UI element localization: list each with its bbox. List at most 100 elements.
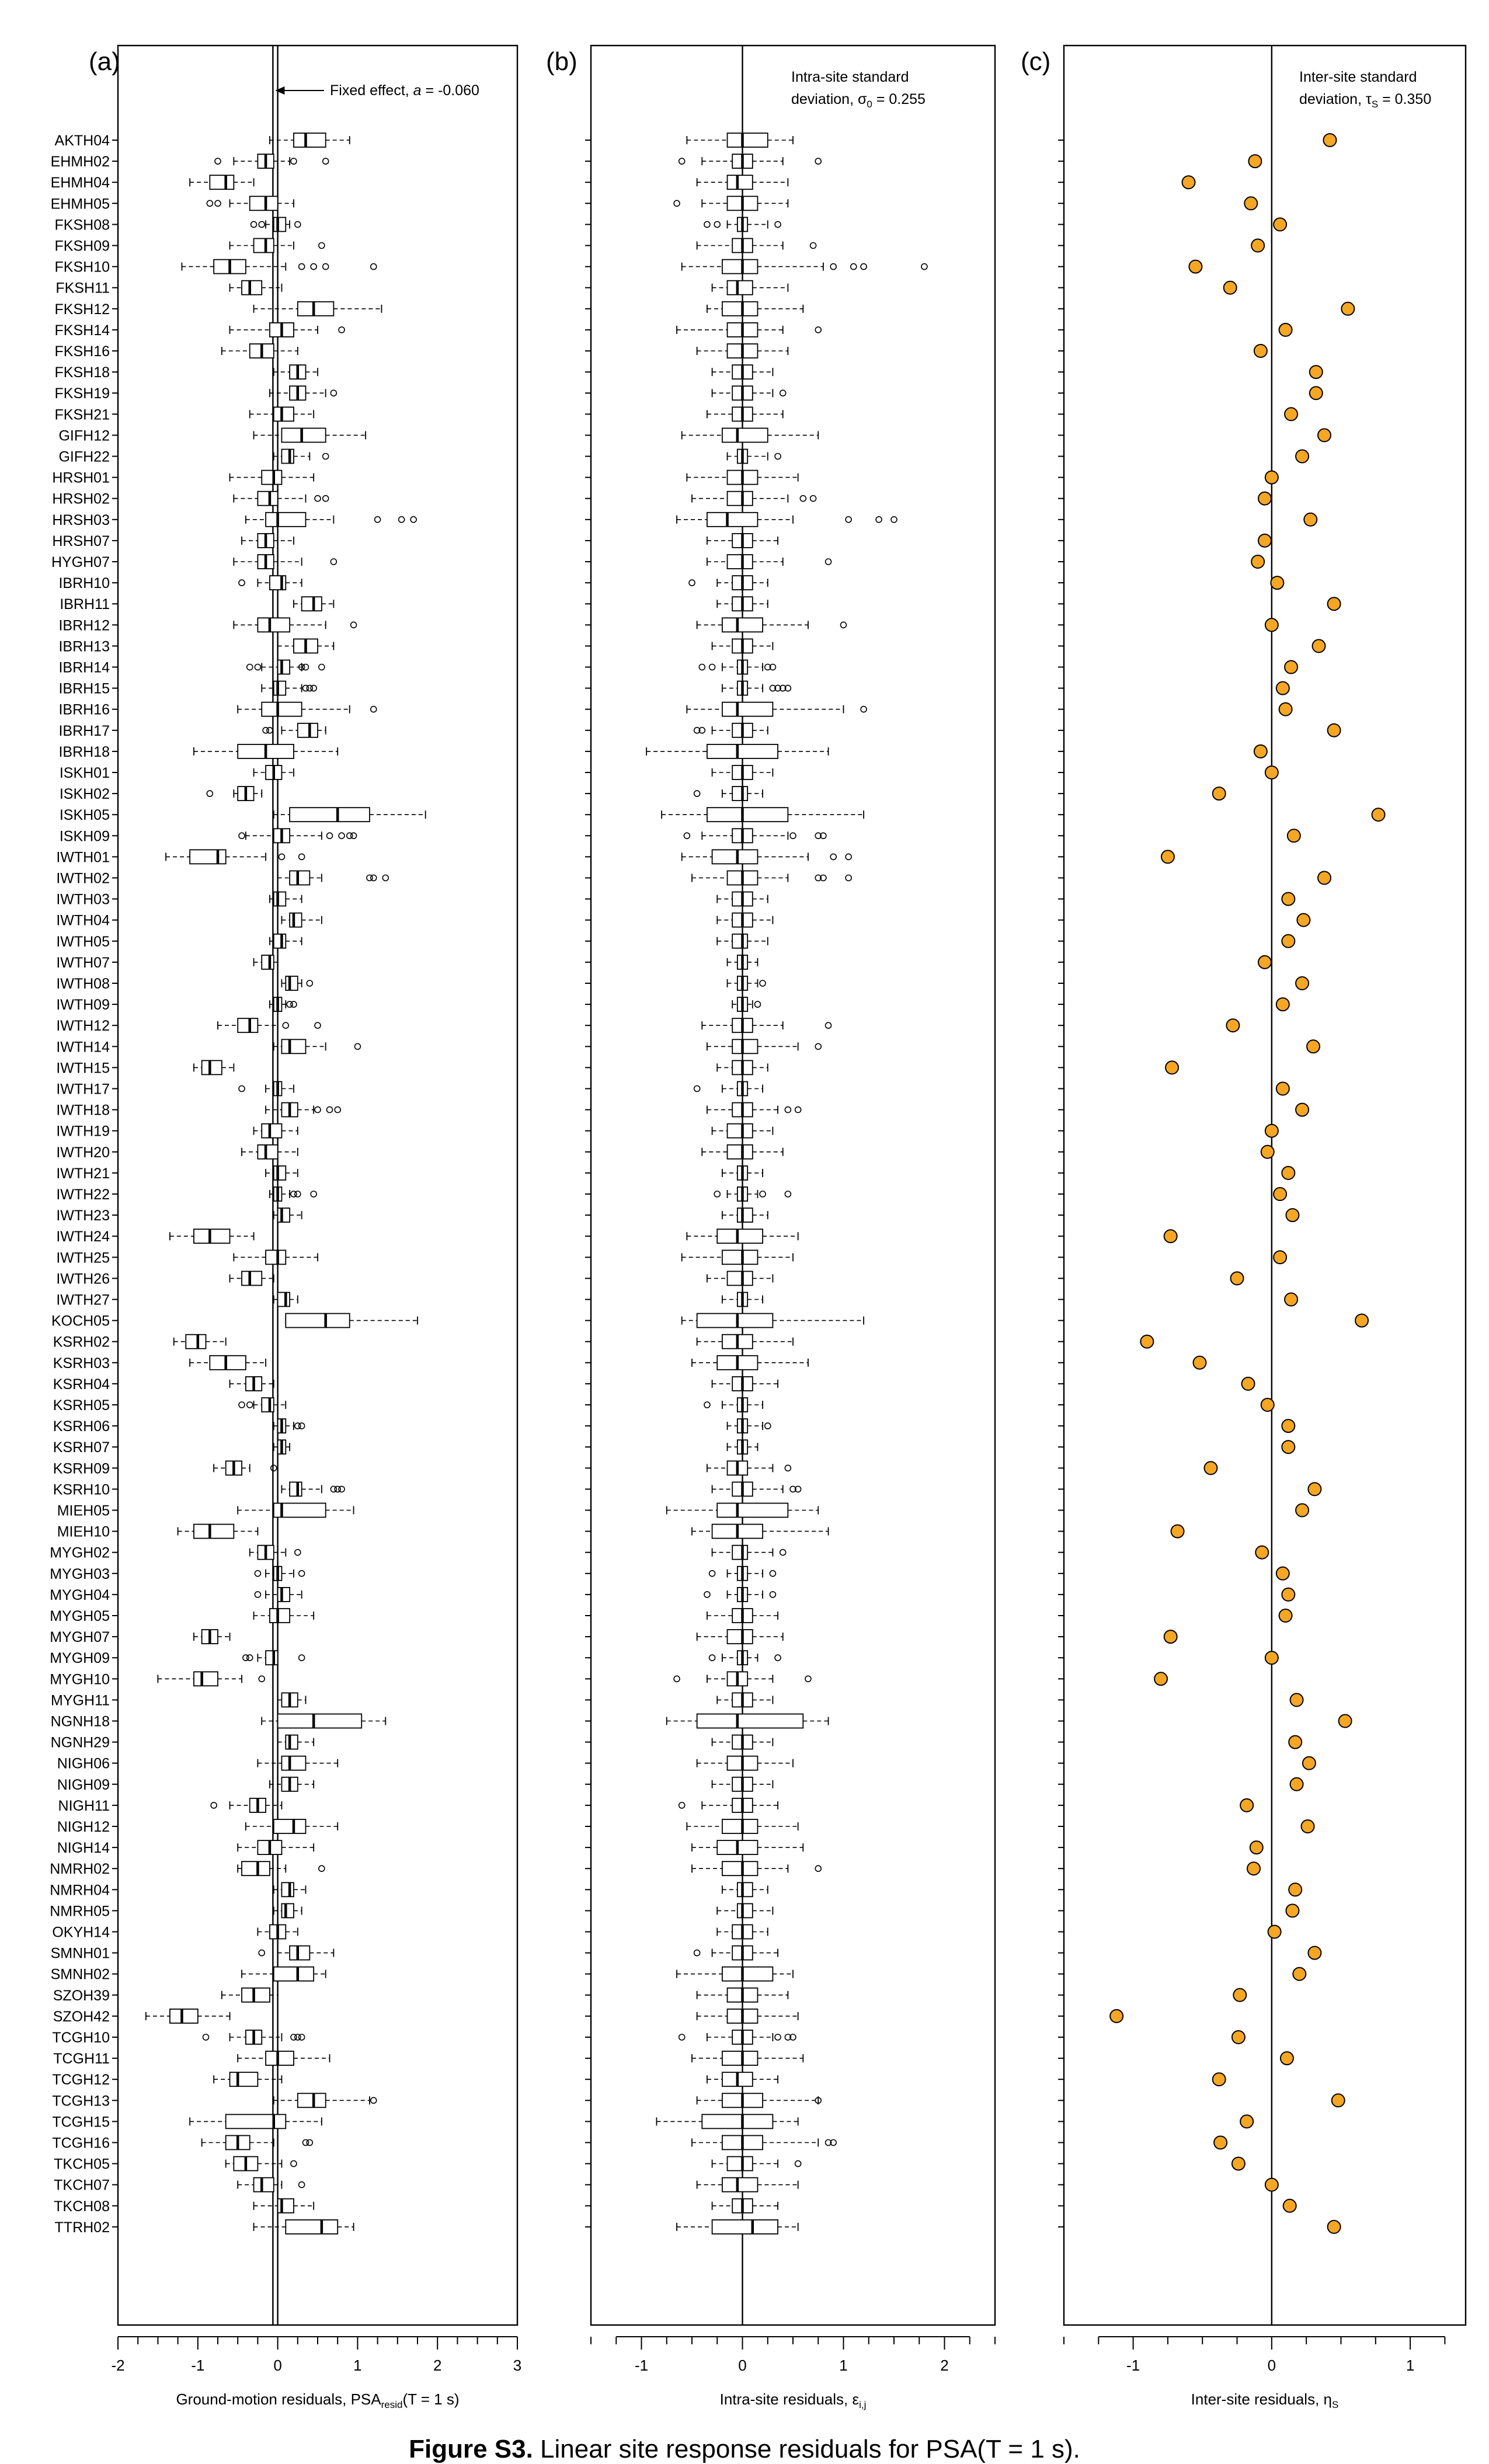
outlier-point <box>714 1191 721 1198</box>
box-row <box>711 280 789 295</box>
outlier-point <box>290 158 297 165</box>
outlier-point <box>824 1022 832 1029</box>
box-row <box>691 2135 837 2150</box>
box-row <box>726 448 781 464</box>
inter-site-point <box>1285 1208 1300 1223</box>
inter-site-point <box>1341 301 1355 316</box>
box-iqr <box>289 870 311 886</box>
box-iqr <box>241 1987 270 2003</box>
box-row <box>666 1502 819 1518</box>
box-row <box>145 2008 231 2024</box>
box-iqr <box>707 744 778 759</box>
box-row <box>691 2051 804 2066</box>
box-row <box>269 891 302 907</box>
outlier-point <box>298 1570 305 1577</box>
box-iqr <box>257 1144 279 1160</box>
station-label: MYGH03 <box>50 1566 110 1582</box>
outlier-point <box>830 2139 837 2146</box>
box-row <box>707 554 832 569</box>
box-iqr <box>297 301 335 316</box>
outlier-point <box>322 263 329 270</box>
outlier-point <box>860 705 867 713</box>
outlier-point <box>774 1654 781 1661</box>
inter-site-point <box>1253 344 1268 358</box>
box-row <box>716 891 768 907</box>
box-iqr <box>257 617 291 633</box>
box-row <box>704 217 781 232</box>
box-row <box>221 1987 279 2003</box>
outlier-point <box>354 1043 361 1050</box>
box-iqr <box>722 1966 774 1982</box>
annotation-symbol: a <box>413 82 422 99</box>
box-row <box>237 701 377 717</box>
x-tick-label: 1 <box>353 2357 361 2374</box>
inter-site-point <box>1281 934 1296 948</box>
box-iqr <box>261 1397 274 1412</box>
box-iqr <box>722 2177 759 2192</box>
box-iqr <box>269 575 287 590</box>
outlier-point <box>693 727 701 734</box>
box-iqr <box>277 1713 363 1729</box>
box-row <box>686 701 867 717</box>
box-row <box>202 2030 305 2045</box>
outlier-point <box>764 663 771 671</box>
box-row <box>181 259 377 274</box>
box-row <box>273 448 329 464</box>
box-row <box>237 1861 325 1877</box>
inter-site-point <box>1264 765 1279 779</box>
outlier-point <box>322 495 329 502</box>
station-label: SMNH01 <box>51 1946 110 1962</box>
box-iqr <box>285 1313 350 1328</box>
station-label: IBRH15 <box>58 681 110 697</box>
outlier-point <box>704 1591 711 1598</box>
box-iqr <box>277 1292 291 1307</box>
annotation-value: = -0.060 <box>422 82 479 99</box>
outlier-point <box>673 1675 680 1683</box>
inter-site-point <box>1279 2051 1294 2066</box>
outlier-point <box>242 1654 249 1661</box>
inter-site-point <box>1296 913 1311 927</box>
inter-site-point <box>1355 1313 1369 1328</box>
outlier-point <box>840 621 847 629</box>
station-label: OKYH14 <box>52 1924 110 1941</box>
box-iqr <box>273 217 287 232</box>
box-row <box>269 1776 315 1792</box>
box-row <box>206 196 294 211</box>
station-label: IBRH14 <box>58 660 110 676</box>
box-row <box>173 1334 227 1349</box>
inter-site-point <box>1264 618 1279 632</box>
box-row <box>722 1292 763 1307</box>
outlier-point <box>246 663 253 671</box>
box-row <box>707 1608 778 1623</box>
outlier-point <box>338 832 345 840</box>
box-row <box>254 1586 302 1602</box>
inter-site-point <box>1188 259 1203 274</box>
inter-site-point <box>1264 2177 1279 2192</box>
box-row <box>716 1924 768 1940</box>
box-row <box>217 1018 321 1033</box>
outlier-point <box>298 2181 305 2188</box>
outlier-point <box>693 790 701 797</box>
box-iqr <box>273 1966 315 1982</box>
outlier-point <box>759 1191 766 1198</box>
outlier-point <box>815 158 822 165</box>
outlier-point <box>678 2034 686 2041</box>
outlier-point <box>794 2160 802 2167</box>
x-tick-label: 0 <box>1268 2357 1276 2374</box>
x-axis-label: Inter-site residuals, ηS <box>1191 2390 1339 2410</box>
outlier-point <box>298 1654 305 1661</box>
station-label: IWTH17 <box>56 1081 110 1098</box>
outlier-point <box>350 621 357 629</box>
outlier-point <box>238 832 245 840</box>
outlier-point <box>370 263 377 270</box>
box-row <box>193 744 339 759</box>
station-label: HRSH07 <box>52 533 110 549</box>
annotation-prefix: deviation, τ <box>1299 91 1372 107</box>
outlier-point <box>698 727 706 734</box>
inter-site-point <box>1213 2135 1228 2150</box>
outlier-point <box>845 874 852 882</box>
inter-site-point <box>1264 1123 1279 1138</box>
box-iqr <box>726 554 753 569</box>
outlier-point <box>815 874 822 882</box>
station-label: FKSH09 <box>55 238 110 255</box>
